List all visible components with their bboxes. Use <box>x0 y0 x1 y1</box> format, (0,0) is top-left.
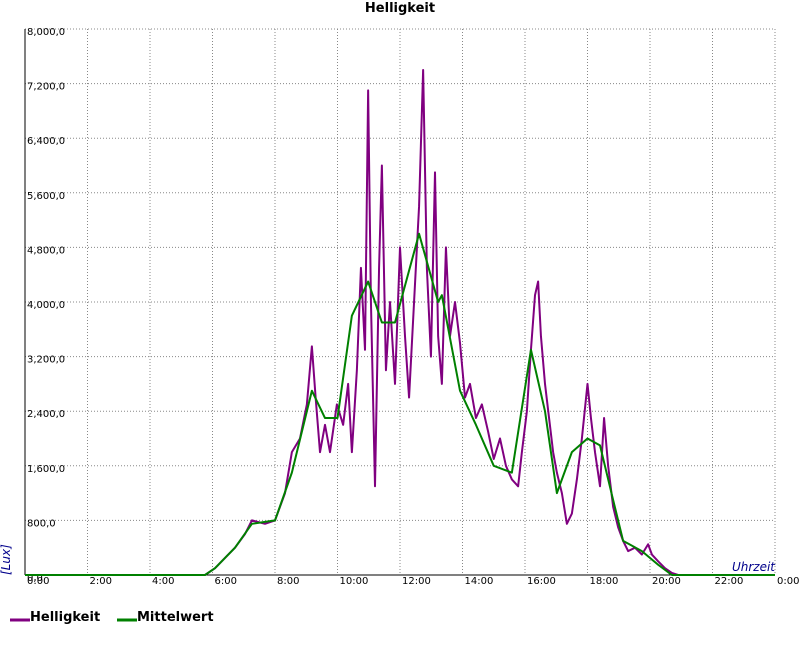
y-tick-label: 4,800,0 <box>27 245 65 256</box>
chart-title: Helligkeit <box>365 1 435 16</box>
x-tick-label: 0:00 <box>777 576 799 587</box>
x-axis-title: Uhrzeit <box>732 560 776 574</box>
x-tick-label: 20:00 <box>652 576 681 587</box>
y-tick-label: 3,200,0 <box>27 355 65 366</box>
y-tick-label: 7,200,0 <box>27 82 65 93</box>
x-tick-label: 6:00 <box>215 576 237 587</box>
data-line <box>25 68 775 576</box>
data-line <box>25 232 775 576</box>
x-tick-label: 0:00 <box>27 576 49 587</box>
y-tick-label: 800,0 <box>27 518 56 529</box>
y-tick-label: 0,0 <box>27 573 43 584</box>
y-tick-label: 5,600,0 <box>27 191 65 202</box>
x-tick-label: 12:00 <box>402 576 431 587</box>
y-tick-label: 4,000,0 <box>27 300 65 311</box>
x-tick-label: 16:00 <box>527 576 556 587</box>
x-tick-label: 4:00 <box>152 576 174 587</box>
y-tick-label: 1,600,0 <box>27 464 65 475</box>
x-tick-label: 22:00 <box>715 576 744 587</box>
x-tick-label: 10:00 <box>340 576 369 587</box>
y-axis-title: [Lux] <box>0 544 13 575</box>
x-tick-label: 14:00 <box>465 576 494 587</box>
y-tick-label: 2,400,0 <box>27 409 65 420</box>
x-tick-label: 18:00 <box>590 576 619 587</box>
y-tick-label: 6,400,0 <box>27 136 65 147</box>
y-tick-label: 8,000,0 <box>27 27 65 38</box>
legend-label: Helligkeit <box>30 610 100 625</box>
x-tick-label: 2:00 <box>90 576 112 587</box>
legend-label: Mittelwert <box>137 610 214 625</box>
x-tick-label: 8:00 <box>277 576 299 587</box>
